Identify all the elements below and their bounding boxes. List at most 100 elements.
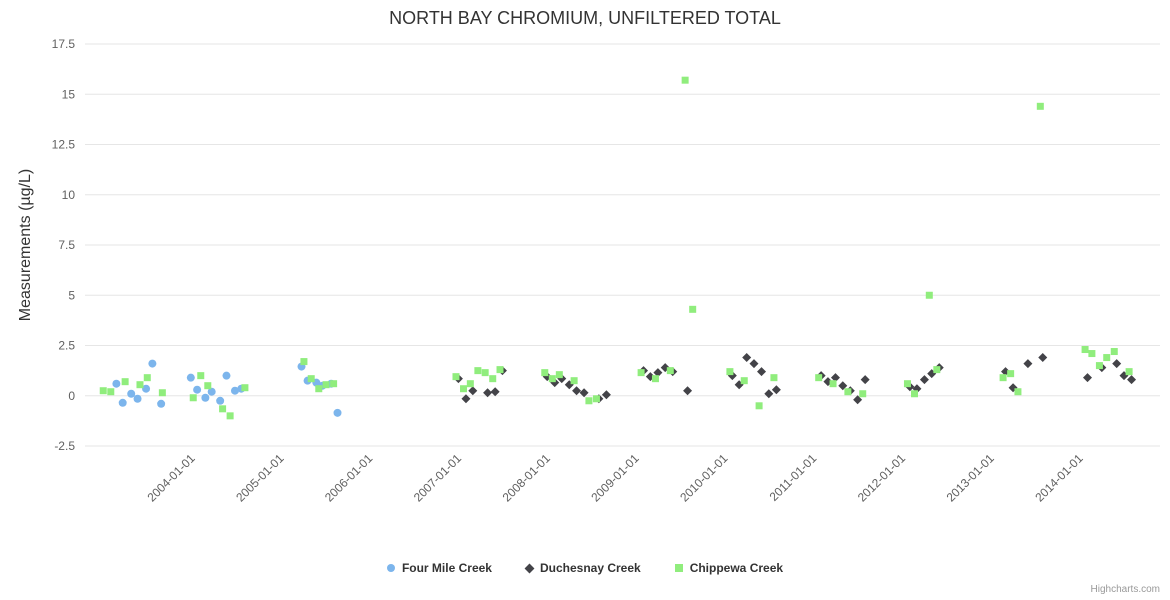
data-point[interactable] xyxy=(99,387,107,395)
data-point[interactable] xyxy=(216,396,225,405)
data-point[interactable] xyxy=(143,374,151,382)
data-point[interactable] xyxy=(764,389,774,399)
data-point[interactable] xyxy=(740,377,748,385)
data-point[interactable] xyxy=(112,379,121,388)
data-point[interactable] xyxy=(186,373,195,382)
data-point[interactable] xyxy=(1038,353,1048,363)
data-point[interactable] xyxy=(481,369,489,377)
data-point[interactable] xyxy=(461,394,471,404)
data-point[interactable] xyxy=(1036,102,1044,110)
data-point[interactable] xyxy=(637,369,645,377)
data-point[interactable] xyxy=(815,374,823,382)
data-point[interactable] xyxy=(548,375,556,383)
data-point[interactable] xyxy=(999,374,1007,382)
data-point[interactable] xyxy=(1088,350,1096,358)
data-point[interactable] xyxy=(771,385,781,395)
data-point[interactable] xyxy=(838,381,848,391)
data-point[interactable] xyxy=(541,369,549,377)
data-point[interactable] xyxy=(1083,373,1093,383)
data-point[interactable] xyxy=(197,372,205,380)
data-point[interactable] xyxy=(689,305,697,313)
data-point[interactable] xyxy=(222,371,231,380)
data-point[interactable] xyxy=(933,366,941,374)
data-point[interactable] xyxy=(207,387,216,396)
data-point[interactable] xyxy=(121,378,129,386)
data-point[interactable] xyxy=(460,385,468,393)
data-point[interactable] xyxy=(592,395,600,403)
data-point[interactable] xyxy=(755,402,763,410)
data-point[interactable] xyxy=(683,386,693,396)
data-point[interactable] xyxy=(452,373,460,381)
data-point[interactable] xyxy=(585,397,593,405)
data-point[interactable] xyxy=(219,405,227,413)
data-point[interactable] xyxy=(483,388,493,398)
data-point[interactable] xyxy=(830,373,840,383)
data-point[interactable] xyxy=(1110,348,1118,356)
data-point[interactable] xyxy=(307,375,315,383)
data-point[interactable] xyxy=(127,389,136,398)
data-point[interactable] xyxy=(911,390,919,398)
data-point[interactable] xyxy=(333,408,342,417)
data-point[interactable] xyxy=(157,399,166,408)
data-point[interactable] xyxy=(300,358,308,366)
data-point[interactable] xyxy=(468,386,478,396)
data-point[interactable] xyxy=(466,380,474,388)
data-point[interactable] xyxy=(193,385,202,394)
data-point[interactable] xyxy=(322,381,330,389)
data-point[interactable] xyxy=(474,367,482,375)
data-point[interactable] xyxy=(118,398,127,407)
data-point[interactable] xyxy=(1081,346,1089,354)
data-point[interactable] xyxy=(829,380,837,388)
data-point[interactable] xyxy=(496,366,504,374)
data-point[interactable] xyxy=(230,386,239,395)
data-point[interactable] xyxy=(226,412,234,420)
legend-item-four-mile-creek[interactable]: Four Mile Creek xyxy=(386,561,492,575)
data-point[interactable] xyxy=(653,368,663,378)
data-point[interactable] xyxy=(315,385,323,393)
data-point[interactable] xyxy=(1103,354,1111,362)
data-point[interactable] xyxy=(860,375,870,385)
data-point[interactable] xyxy=(330,380,338,388)
data-point[interactable] xyxy=(903,380,911,388)
data-point[interactable] xyxy=(853,395,863,405)
data-point[interactable] xyxy=(241,384,249,392)
data-point[interactable] xyxy=(757,367,767,377)
data-point[interactable] xyxy=(859,390,867,398)
data-point[interactable] xyxy=(1095,362,1103,370)
data-point[interactable] xyxy=(1125,368,1133,376)
data-point[interactable] xyxy=(136,381,144,389)
data-point[interactable] xyxy=(925,291,933,299)
data-point[interactable] xyxy=(726,368,734,376)
data-point[interactable] xyxy=(158,389,166,397)
highcharts-credits-link[interactable]: Highcharts.com xyxy=(1090,584,1160,595)
data-point[interactable] xyxy=(749,359,759,369)
data-point[interactable] xyxy=(844,388,852,396)
data-point[interactable] xyxy=(666,367,674,375)
data-point[interactable] xyxy=(1007,370,1015,378)
data-point[interactable] xyxy=(489,375,497,383)
data-point[interactable] xyxy=(107,388,115,396)
data-point[interactable] xyxy=(579,388,589,398)
data-point[interactable] xyxy=(1014,388,1022,396)
data-point[interactable] xyxy=(601,390,611,400)
data-point[interactable] xyxy=(919,375,929,385)
data-point[interactable] xyxy=(133,394,142,403)
data-point[interactable] xyxy=(555,371,563,379)
data-point[interactable] xyxy=(204,382,212,390)
data-point[interactable] xyxy=(570,377,578,385)
data-point[interactable] xyxy=(681,76,689,84)
data-point[interactable] xyxy=(1127,375,1137,385)
data-point[interactable] xyxy=(148,359,157,368)
data-point[interactable] xyxy=(770,374,778,382)
data-point[interactable] xyxy=(742,353,752,363)
data-point[interactable] xyxy=(490,387,500,397)
data-point[interactable] xyxy=(1023,359,1033,369)
data-point[interactable] xyxy=(572,386,582,396)
data-point[interactable] xyxy=(651,375,659,383)
data-point[interactable] xyxy=(189,394,197,402)
data-point[interactable] xyxy=(1112,359,1122,369)
data-point[interactable] xyxy=(142,384,151,393)
legend-item-duchesnay-creek[interactable]: Duchesnay Creek xyxy=(524,561,641,575)
legend-item-chippewa-creek[interactable]: Chippewa Creek xyxy=(674,561,783,575)
data-point[interactable] xyxy=(201,393,210,402)
